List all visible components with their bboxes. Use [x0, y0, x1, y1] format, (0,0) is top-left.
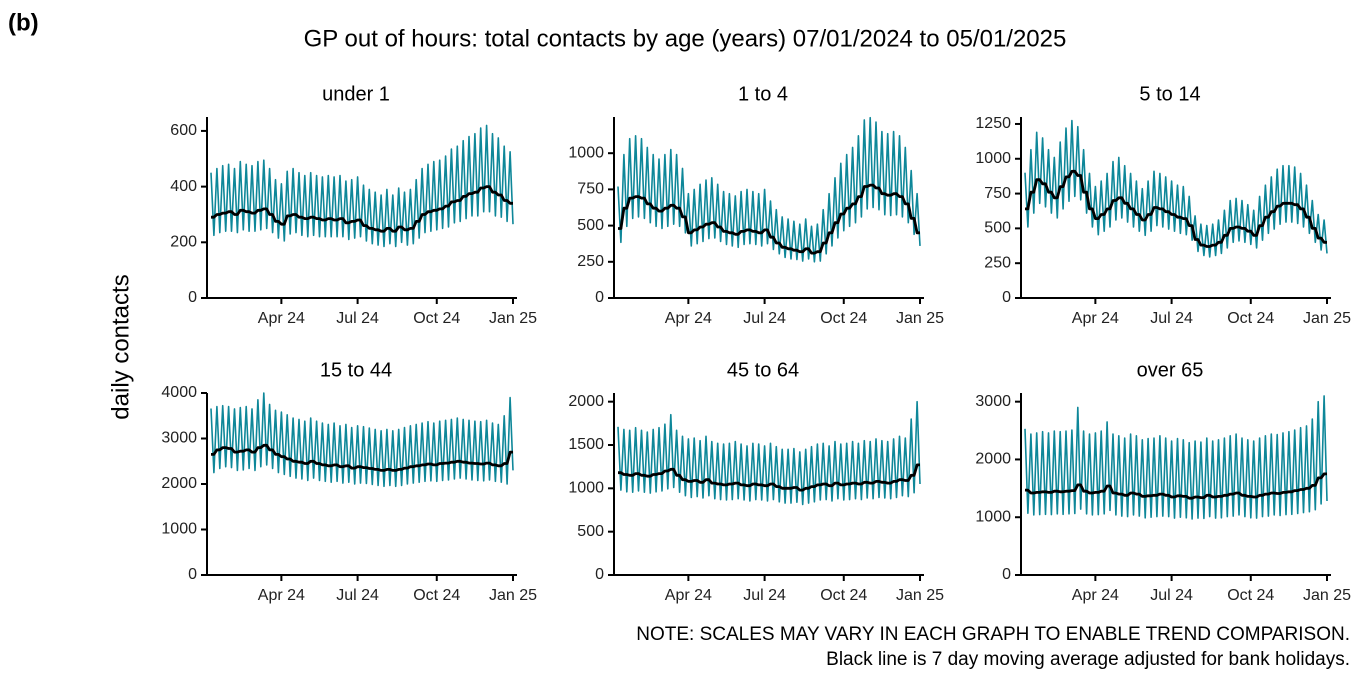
y-tick-label: 1000 [568, 480, 604, 497]
y-tick-label: 1250 [975, 115, 1011, 132]
y-tick-label: 1000 [568, 144, 604, 161]
y-tick-label: 3000 [161, 430, 197, 447]
x-tick-label: Oct 24 [1227, 310, 1274, 327]
daily-line [617, 116, 921, 263]
y-tick-label: 4000 [161, 384, 197, 401]
moving-average-line [211, 443, 513, 472]
y-tick-label: 500 [577, 523, 604, 540]
x-tick-label: Jul 24 [336, 310, 379, 327]
x-tick-label: Jul 24 [336, 587, 379, 604]
moving-average-line [618, 463, 920, 492]
panel-title: over 65 [1137, 359, 1204, 381]
daily-line [1024, 395, 1328, 520]
note: NOTE: SCALES MAY VARY IN EACH GRAPH TO E… [636, 624, 1350, 645]
x-tick-label: Oct 24 [820, 587, 867, 604]
y-tick-label: 500 [577, 217, 604, 234]
y-tick-label: 1000 [161, 521, 197, 538]
x-tick-label: Jul 24 [743, 310, 786, 327]
y-tick-label: 0 [188, 566, 197, 583]
note: Black line is 7 day moving average adjus… [826, 649, 1350, 670]
x-tick-label: Apr 24 [1072, 587, 1119, 604]
y-tick-label: 250 [577, 253, 604, 270]
x-tick-label: Oct 24 [413, 587, 460, 604]
x-tick-label: Apr 24 [665, 587, 712, 604]
moving-average-line [1025, 169, 1327, 248]
y-tick-label: 500 [984, 220, 1011, 237]
panel-title: 1 to 4 [738, 83, 788, 105]
panel-label: (b) [8, 9, 39, 36]
x-tick-label: Jul 24 [743, 587, 786, 604]
y-tick-label: 2000 [568, 393, 604, 410]
daily-line [1024, 119, 1328, 258]
y-axis-label: daily contacts [107, 274, 134, 419]
y-tick-label: 0 [595, 289, 604, 306]
y-tick-label: 750 [984, 185, 1011, 202]
x-tick-label: Apr 24 [258, 587, 305, 604]
x-tick-label: Jan 25 [489, 587, 537, 604]
daily-line [617, 400, 921, 506]
y-tick-label: 400 [170, 178, 197, 195]
panel-title: under 1 [322, 83, 390, 105]
y-tick-label: 0 [188, 289, 197, 306]
x-tick-label: Jan 25 [1303, 587, 1351, 604]
moving-average-line [211, 185, 513, 233]
y-tick-label: 0 [595, 566, 604, 583]
y-tick-label: 1000 [975, 508, 1011, 525]
x-tick-label: Oct 24 [820, 310, 867, 327]
x-tick-label: Oct 24 [413, 310, 460, 327]
daily-line [210, 392, 514, 488]
panel-title: 45 to 64 [727, 359, 799, 381]
x-tick-label: Jul 24 [1150, 587, 1193, 604]
x-tick-label: Jan 25 [896, 310, 944, 327]
x-tick-label: Apr 24 [1072, 310, 1119, 327]
x-tick-label: Jan 25 [896, 587, 944, 604]
moving-average-line [618, 183, 920, 255]
y-tick-label: 600 [170, 122, 197, 139]
x-tick-label: Oct 24 [1227, 587, 1274, 604]
x-tick-label: Jul 24 [1150, 310, 1193, 327]
y-tick-label: 200 [170, 234, 197, 251]
x-tick-label: Apr 24 [665, 310, 712, 327]
moving-average-line [1025, 472, 1327, 500]
y-tick-label: 750 [577, 181, 604, 198]
panel-title: 5 to 14 [1139, 83, 1200, 105]
y-tick-label: 2000 [161, 475, 197, 492]
y-tick-label: 1000 [975, 150, 1011, 167]
y-tick-label: 0 [1002, 566, 1011, 583]
y-tick-label: 0 [1002, 289, 1011, 306]
daily-line [210, 124, 514, 248]
panel-title: 15 to 44 [320, 359, 392, 381]
y-tick-label: 3000 [975, 393, 1011, 410]
x-tick-label: Jan 25 [1303, 310, 1351, 327]
y-tick-label: 2000 [975, 451, 1011, 468]
x-tick-label: Jan 25 [489, 310, 537, 327]
y-tick-label: 250 [984, 254, 1011, 271]
x-tick-label: Apr 24 [258, 310, 305, 327]
chart-title: GP out of hours: total contacts by age (… [304, 25, 1067, 52]
y-tick-label: 1500 [568, 436, 604, 453]
